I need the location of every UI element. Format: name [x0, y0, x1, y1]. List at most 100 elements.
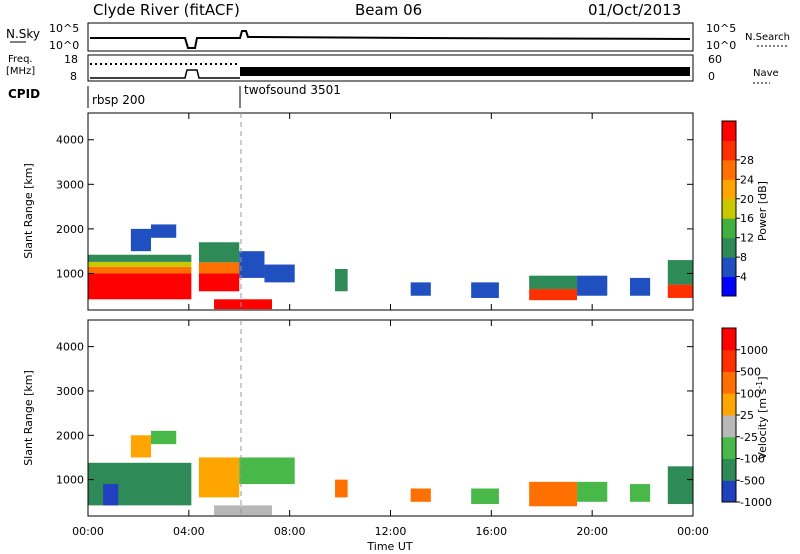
power-colorbar-label: Power [dB]	[756, 181, 769, 241]
time-tick-label: 20:00	[576, 525, 608, 538]
velocity-colorbar-segment	[722, 371, 736, 394]
power-echo-region	[577, 275, 608, 296]
velocity-colorbar-segment	[722, 415, 736, 438]
velocity-colorbar-label: Velocity [m s-1]	[755, 376, 770, 459]
velocity-echo-region	[410, 488, 431, 502]
power-echo-region	[88, 273, 192, 300]
power-echo-region	[471, 282, 499, 298]
power-colorbar-segment	[722, 179, 736, 200]
cpid-mode-twofsound: twofsound 3501	[244, 83, 341, 97]
velocity-echo-region	[214, 505, 273, 516]
power-echo-region	[264, 264, 295, 283]
power-echo-region	[214, 299, 273, 310]
velocity-colorbar-segment	[722, 436, 736, 459]
power-y-tick-label: 3000	[56, 178, 84, 191]
velocity-colorbar-tick: 1000	[740, 344, 768, 357]
velocity-colorbar-tick: -1000	[740, 496, 772, 509]
velocity-colorbar: 1000 500 100 25 -25 -100 -500 -1000	[721, 327, 772, 509]
power-colorbar-segment	[722, 121, 736, 141]
velocity-colorbar-segment	[722, 480, 736, 503]
nsky-tick-bottom: 10^0	[49, 39, 79, 52]
cpid-mode-rbsp: rbsp 200	[92, 93, 145, 107]
velocity-echo-region	[103, 484, 119, 506]
power-echo-region	[88, 266, 192, 274]
velocity-echo-region	[239, 457, 295, 485]
velocity-colorbar-segment	[722, 458, 736, 481]
power-echo-region	[198, 242, 240, 263]
velocity-echo-region	[198, 457, 240, 498]
nsky-tick-top: 10^5	[49, 22, 79, 35]
freq-label-1: Freq.	[8, 54, 33, 65]
velocity-colorbar-tick: -25	[740, 431, 758, 444]
power-colorbar-tick: 12	[740, 232, 754, 245]
velocity-echo-region	[471, 488, 499, 505]
velocity-panel: 1000 2000 3000 4000 Slant Range [km] 1000 50…	[22, 319, 772, 517]
freq-tick-bottom: 8	[70, 70, 77, 83]
power-echo-region	[335, 268, 348, 292]
power-echo-region	[130, 228, 152, 252]
time-tick-label: 00:00	[677, 525, 709, 538]
velocity-colorbar-tick: 25	[740, 409, 754, 422]
power-colorbar-segment	[722, 237, 736, 258]
nsky-label: N.Sky	[6, 27, 40, 41]
time-axis: 00:00 04:00 08:00 12:00 16:00 20:00 00:00	[72, 113, 709, 538]
velocity-y-tick-label: 4000	[56, 341, 84, 354]
velocity-colorbar-tick: -500	[740, 474, 765, 487]
time-tick-label: 08:00	[274, 525, 306, 538]
station-title: Clyde River (fitACF)	[93, 1, 240, 19]
power-y-tick-label: 4000	[56, 134, 84, 147]
power-colorbar: 4 8 12 16 20 24 28	[721, 120, 754, 297]
velocity-echo-region	[151, 430, 177, 445]
velocity-y-tick-label: 2000	[56, 429, 84, 442]
nave-tick-top: 60	[708, 53, 722, 66]
power-echo-region	[198, 262, 240, 274]
cpid-panel: CPID rbsp 200 twofsound 3501	[8, 83, 341, 108]
velocity-echo-region	[130, 435, 152, 458]
nave-tick-bottom: 0	[708, 70, 715, 83]
power-y-tick-label: 1000	[56, 267, 84, 280]
power-echo-region	[667, 284, 693, 298]
velocity-colorbar-label-end: ]	[756, 376, 769, 380]
power-colorbar-segment	[722, 257, 736, 278]
power-colorbar-tick: 16	[740, 212, 754, 225]
power-ylabel: Slant Range [km]	[22, 163, 35, 259]
power-colorbar-segment	[722, 276, 736, 297]
velocity-echo-region	[667, 466, 693, 505]
velocity-colorbar-tick: 100	[740, 387, 761, 400]
power-colorbar-tick: 20	[740, 193, 754, 206]
nsearch-label: N.Search	[745, 32, 790, 43]
power-echo-region	[239, 251, 265, 278]
power-echo-region	[667, 260, 693, 285]
power-echo-region	[151, 224, 177, 238]
power-colorbar-tick: 4	[740, 271, 747, 284]
velocity-colorbar-label-sup: -1	[755, 381, 764, 389]
freq-panel: Freq. [MHz] 18 8 60 0 Nave	[6, 53, 779, 84]
time-axis-label: Time UT	[366, 540, 412, 553]
velocity-colorbar-label-main: Velocity [m s	[756, 388, 769, 459]
velocity-y-tick-label: 3000	[56, 385, 84, 398]
power-y-ticks: 1000 2000 3000 4000	[56, 134, 693, 280]
nsearch-tick-top: 10^5	[706, 22, 736, 35]
velocity-colorbar-tick: 500	[740, 366, 761, 379]
freq-label-2: [MHz]	[6, 66, 35, 77]
velocity-y-ticks: 1000 2000 3000 4000	[56, 341, 693, 487]
power-panel: 1000 2000 3000 4000 Slant Range [km] 4 8 12 16…	[22, 112, 769, 311]
time-tick-label: 00:00	[72, 525, 104, 538]
power-y-tick-label: 2000	[56, 223, 84, 236]
freq-tick-top: 18	[64, 53, 78, 66]
velocity-colorbar-tick: -100	[740, 453, 765, 466]
power-echo-region	[198, 273, 240, 292]
velocity-echo-region	[577, 481, 608, 502]
power-colorbar-segment	[722, 159, 736, 180]
power-echo-region	[529, 275, 578, 290]
date-title: 01/Oct/2013	[588, 1, 681, 19]
power-colorbar-segment	[722, 218, 736, 239]
velocity-colorbar-segment	[722, 349, 736, 372]
velocity-echo-region	[629, 484, 651, 502]
velocity-y-tick-label: 1000	[56, 474, 84, 487]
velocity-echo-region	[529, 481, 578, 507]
beam-title: Beam 06	[355, 1, 422, 19]
time-tick-label: 04:00	[173, 525, 205, 538]
power-colorbar-segment	[722, 198, 736, 219]
